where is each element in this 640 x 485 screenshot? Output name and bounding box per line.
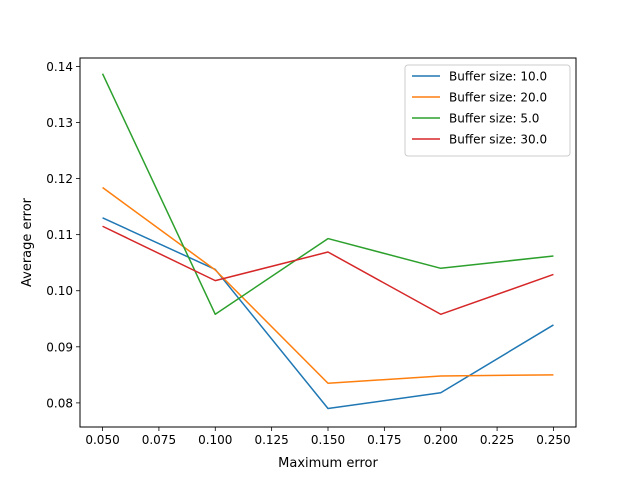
- y-tick-label: 0.13: [46, 116, 73, 130]
- x-axis-label: Maximum error: [278, 456, 378, 471]
- legend-label: Buffer size: 5.0: [449, 112, 539, 126]
- x-tick-label: 0.050: [85, 433, 119, 447]
- x-tick-label: 0.225: [480, 433, 514, 447]
- x-tick-label: 0.175: [367, 433, 401, 447]
- legend-label: Buffer size: 20.0: [449, 91, 547, 105]
- x-tick-label: 0.075: [142, 433, 176, 447]
- y-tick-label: 0.11: [46, 228, 73, 242]
- x-tick-label: 0.125: [254, 433, 288, 447]
- legend-label: Buffer size: 30.0: [449, 133, 547, 147]
- x-tick-label: 0.250: [536, 433, 570, 447]
- y-axis-label: Average error: [20, 197, 35, 287]
- legend-label: Buffer size: 10.0: [449, 70, 547, 84]
- x-tick-label: 0.150: [311, 433, 345, 447]
- y-tick-label: 0.12: [46, 172, 73, 186]
- y-tick-label: 0.09: [46, 340, 73, 354]
- y-tick-label: 0.08: [46, 396, 73, 410]
- x-tick-label: 0.100: [198, 433, 232, 447]
- x-tick-label: 0.200: [424, 433, 458, 447]
- y-tick-label: 0.14: [46, 60, 73, 74]
- legend: Buffer size: 10.0 Buffer size: 20.0 Buffer…: [405, 65, 570, 156]
- y-tick-label: 0.10: [46, 284, 73, 298]
